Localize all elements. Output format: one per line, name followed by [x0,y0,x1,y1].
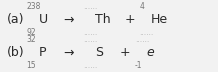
Text: ......: ...... [139,28,153,37]
Text: ......: ...... [83,35,97,44]
Text: +: + [120,46,131,59]
Text: 4: 4 [139,2,144,11]
Text: S: S [95,46,103,59]
Text: e: e [147,46,155,59]
Text: +: + [124,13,135,26]
Text: ......: ...... [83,28,97,37]
Text: He: He [151,13,168,26]
Text: 15: 15 [27,61,36,70]
Text: 238: 238 [27,2,41,11]
Text: ......: ...... [83,2,97,11]
Text: -1: -1 [135,61,143,70]
Text: 32: 32 [27,35,36,44]
Text: (b): (b) [7,46,25,59]
Text: ......: ...... [135,35,149,44]
Text: Th: Th [95,13,111,26]
Text: 92: 92 [27,28,36,37]
Text: →: → [64,46,74,59]
Text: →: → [64,13,74,26]
Text: (a): (a) [7,13,25,26]
Text: P: P [39,46,46,59]
Text: U: U [39,13,48,26]
Text: ......: ...... [83,61,97,70]
